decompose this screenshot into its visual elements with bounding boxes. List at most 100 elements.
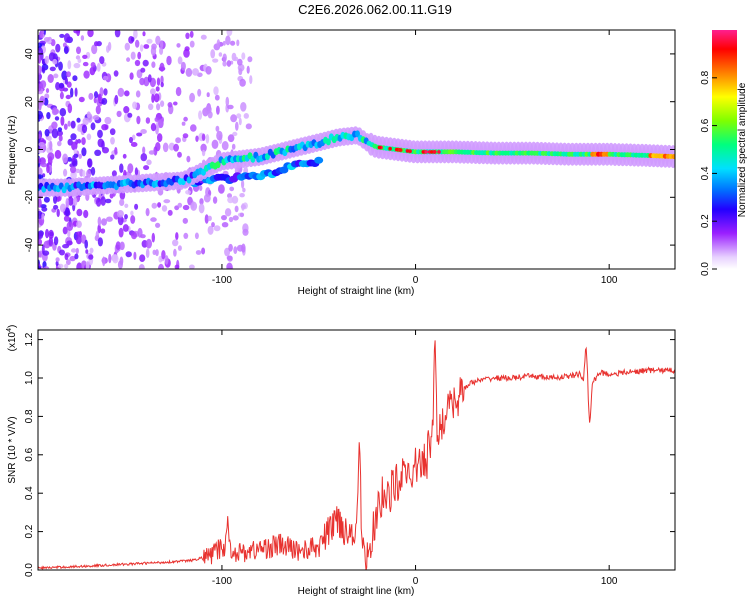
spectrogram-noise-cell: [89, 247, 94, 254]
spectrogram-panel: -100 0 100 -40 -20 0 20 40 Height of straight l…: [7, 29, 676, 297]
spectrogram-ytick-label: 20: [24, 96, 35, 108]
spectrogram-noise-cell: [67, 196, 74, 206]
spectrogram-noise-cell: [57, 127, 63, 132]
spectrogram-noise-cell: [136, 132, 143, 137]
spectrogram-noise-cell: [38, 65, 42, 75]
spectrogram-noise-cell: [93, 96, 97, 104]
spectrogram-noise-cell: [47, 152, 55, 161]
snr-panel: -100 0 100 0.0 0.2 0.4 0.6 0.8 1.0 1.2 Height of …: [6, 325, 676, 597]
spectrogram-noise-cell: [53, 236, 59, 246]
snr-ytick-label: 1.0: [24, 371, 35, 385]
spectrogram-noise-cell: [222, 40, 226, 46]
spectrogram-noise-cell: [222, 53, 227, 62]
spectrogram-noise-cell: [150, 88, 156, 95]
spectrogram-noise-cell: [227, 134, 235, 143]
spectrogram-noise-cell: [130, 215, 136, 224]
colorbar-gradient: [712, 30, 737, 269]
snr-ylabel: SNR (10 * V/V): [7, 416, 18, 483]
spectrogram-noise-cell: [86, 169, 92, 179]
spectrogram-noise-cell: [200, 143, 207, 153]
spectrogram-noise-cell: [65, 94, 72, 100]
spectrogram-noise-cell: [52, 58, 58, 65]
spectrogram-noise-cell: [226, 60, 232, 67]
spectrogram-noise-cell: [177, 202, 183, 208]
spectrogram-noise-cell: [45, 88, 50, 94]
spectrogram-noise-cell: [145, 248, 150, 259]
spectrogram-noise-cell: [140, 129, 147, 134]
spectrogram-noise-cell: [197, 88, 202, 97]
spectrogram-noise-cell: [216, 130, 223, 141]
spectrogram-noise-cell: [66, 221, 74, 231]
spectrogram-noise-cell: [58, 134, 63, 142]
spectrogram-noise-cell: [204, 214, 209, 224]
spectrogram-noise-cell: [76, 117, 81, 123]
spectrogram-noise-cell: [112, 254, 119, 264]
spectrogram-noise-cell: [38, 101, 42, 111]
spectrogram-noise-cell: [38, 142, 45, 147]
spectrogram-noise-cell: [224, 247, 231, 257]
spectrogram-noise-cell: [104, 116, 112, 125]
spectrogram-noise-cell: [42, 250, 50, 256]
spectrogram-noise-cell: [221, 141, 229, 151]
spectrogram-noise-cell: [41, 213, 45, 220]
spectrogram-noise-cell: [76, 231, 82, 236]
spectrogram-noise-cell: [185, 32, 190, 39]
spectrogram-noise-cell: [238, 68, 243, 76]
spectrogram-noise-cell: [107, 41, 112, 51]
spectrogram-noise-cell: [38, 149, 44, 154]
spectrogram-noise-cell: [233, 56, 239, 62]
spectrogram-noise-cell: [249, 75, 253, 85]
spectrogram-noise-cell: [62, 153, 68, 164]
spectrogram-noise-cell: [38, 234, 41, 240]
spectrogram-noise-cell: [195, 135, 199, 142]
spectrogram-noise-cell: [150, 217, 157, 222]
spectrogram-noise-cell: [134, 59, 141, 67]
spectrogram-noise-cell: [114, 147, 118, 155]
spectrogram-noise-cell: [100, 196, 106, 206]
spectrogram-noise-cell: [43, 196, 50, 203]
spectrogram-noise-cell: [139, 44, 144, 52]
spectrogram-noise-cell: [231, 195, 239, 204]
spectrogram-noise-cell: [160, 75, 164, 84]
spectrogram-noise-cell: [44, 93, 50, 100]
spectrogram-noise-cell: [59, 108, 67, 117]
spectrogram-noise-cell: [90, 62, 96, 68]
spectrogram-ytick-label: 40: [24, 48, 35, 60]
spectrogram-noise-cell: [133, 251, 137, 260]
spectrogram-noise-cell: [231, 143, 236, 150]
spectrogram-noise-cell: [110, 154, 115, 160]
spectrogram-noise-cell: [101, 218, 107, 226]
spectrogram-noise-cell: [62, 42, 67, 48]
spectrogram-noise-cell: [55, 260, 59, 267]
spectrogram-noise-cell: [78, 96, 85, 103]
snr-ytick-label: 0.8: [24, 409, 35, 423]
spectrogram-noise-cell: [94, 149, 102, 156]
spectrogram-noise-cell: [242, 187, 246, 193]
spectrogram-noise-cell: [205, 134, 210, 144]
spectrogram-noise-cell: [139, 77, 146, 86]
spectrogram-noise-cell: [177, 151, 182, 158]
spectrogram-noise-cell: [229, 186, 235, 192]
spectrogram-noise-cell: [103, 75, 109, 81]
spectrogram-xlabel: Height of straight line (km): [298, 286, 415, 297]
spectrogram-noise-cell: [41, 206, 48, 212]
spectrogram-noise-cell: [151, 61, 156, 68]
spectrogram-noise-cell: [206, 92, 210, 98]
spectrogram-noise-cell: [75, 168, 81, 174]
colorbar: 0.0 0.2 0.4 0.6 0.8 Normalized spectral ampl…: [700, 30, 748, 276]
spectrogram-noise-cell: [142, 31, 146, 37]
spectrogram-noise-cell: [65, 198, 70, 208]
spectrogram-noise-cell: [201, 247, 206, 255]
spectrogram-noise-cell: [70, 87, 74, 98]
spectrogram-noise-cell: [74, 253, 79, 260]
spectrogram-noise-cell: [97, 129, 103, 139]
spectrogram-noise-cell: [157, 133, 163, 143]
spectrogram-noise-cell: [166, 55, 172, 66]
snr-ytick-label: 0.2: [24, 524, 35, 538]
spectrogram-noise-cell: [40, 162, 48, 168]
spectrogram-noise-cell: [47, 135, 52, 142]
spectrogram-noise-cell: [207, 215, 212, 221]
spectrogram-noise-cell: [135, 39, 140, 48]
spectrogram-peak-cell: [394, 147, 399, 152]
spectrogram-ridge-cell: [186, 176, 192, 184]
